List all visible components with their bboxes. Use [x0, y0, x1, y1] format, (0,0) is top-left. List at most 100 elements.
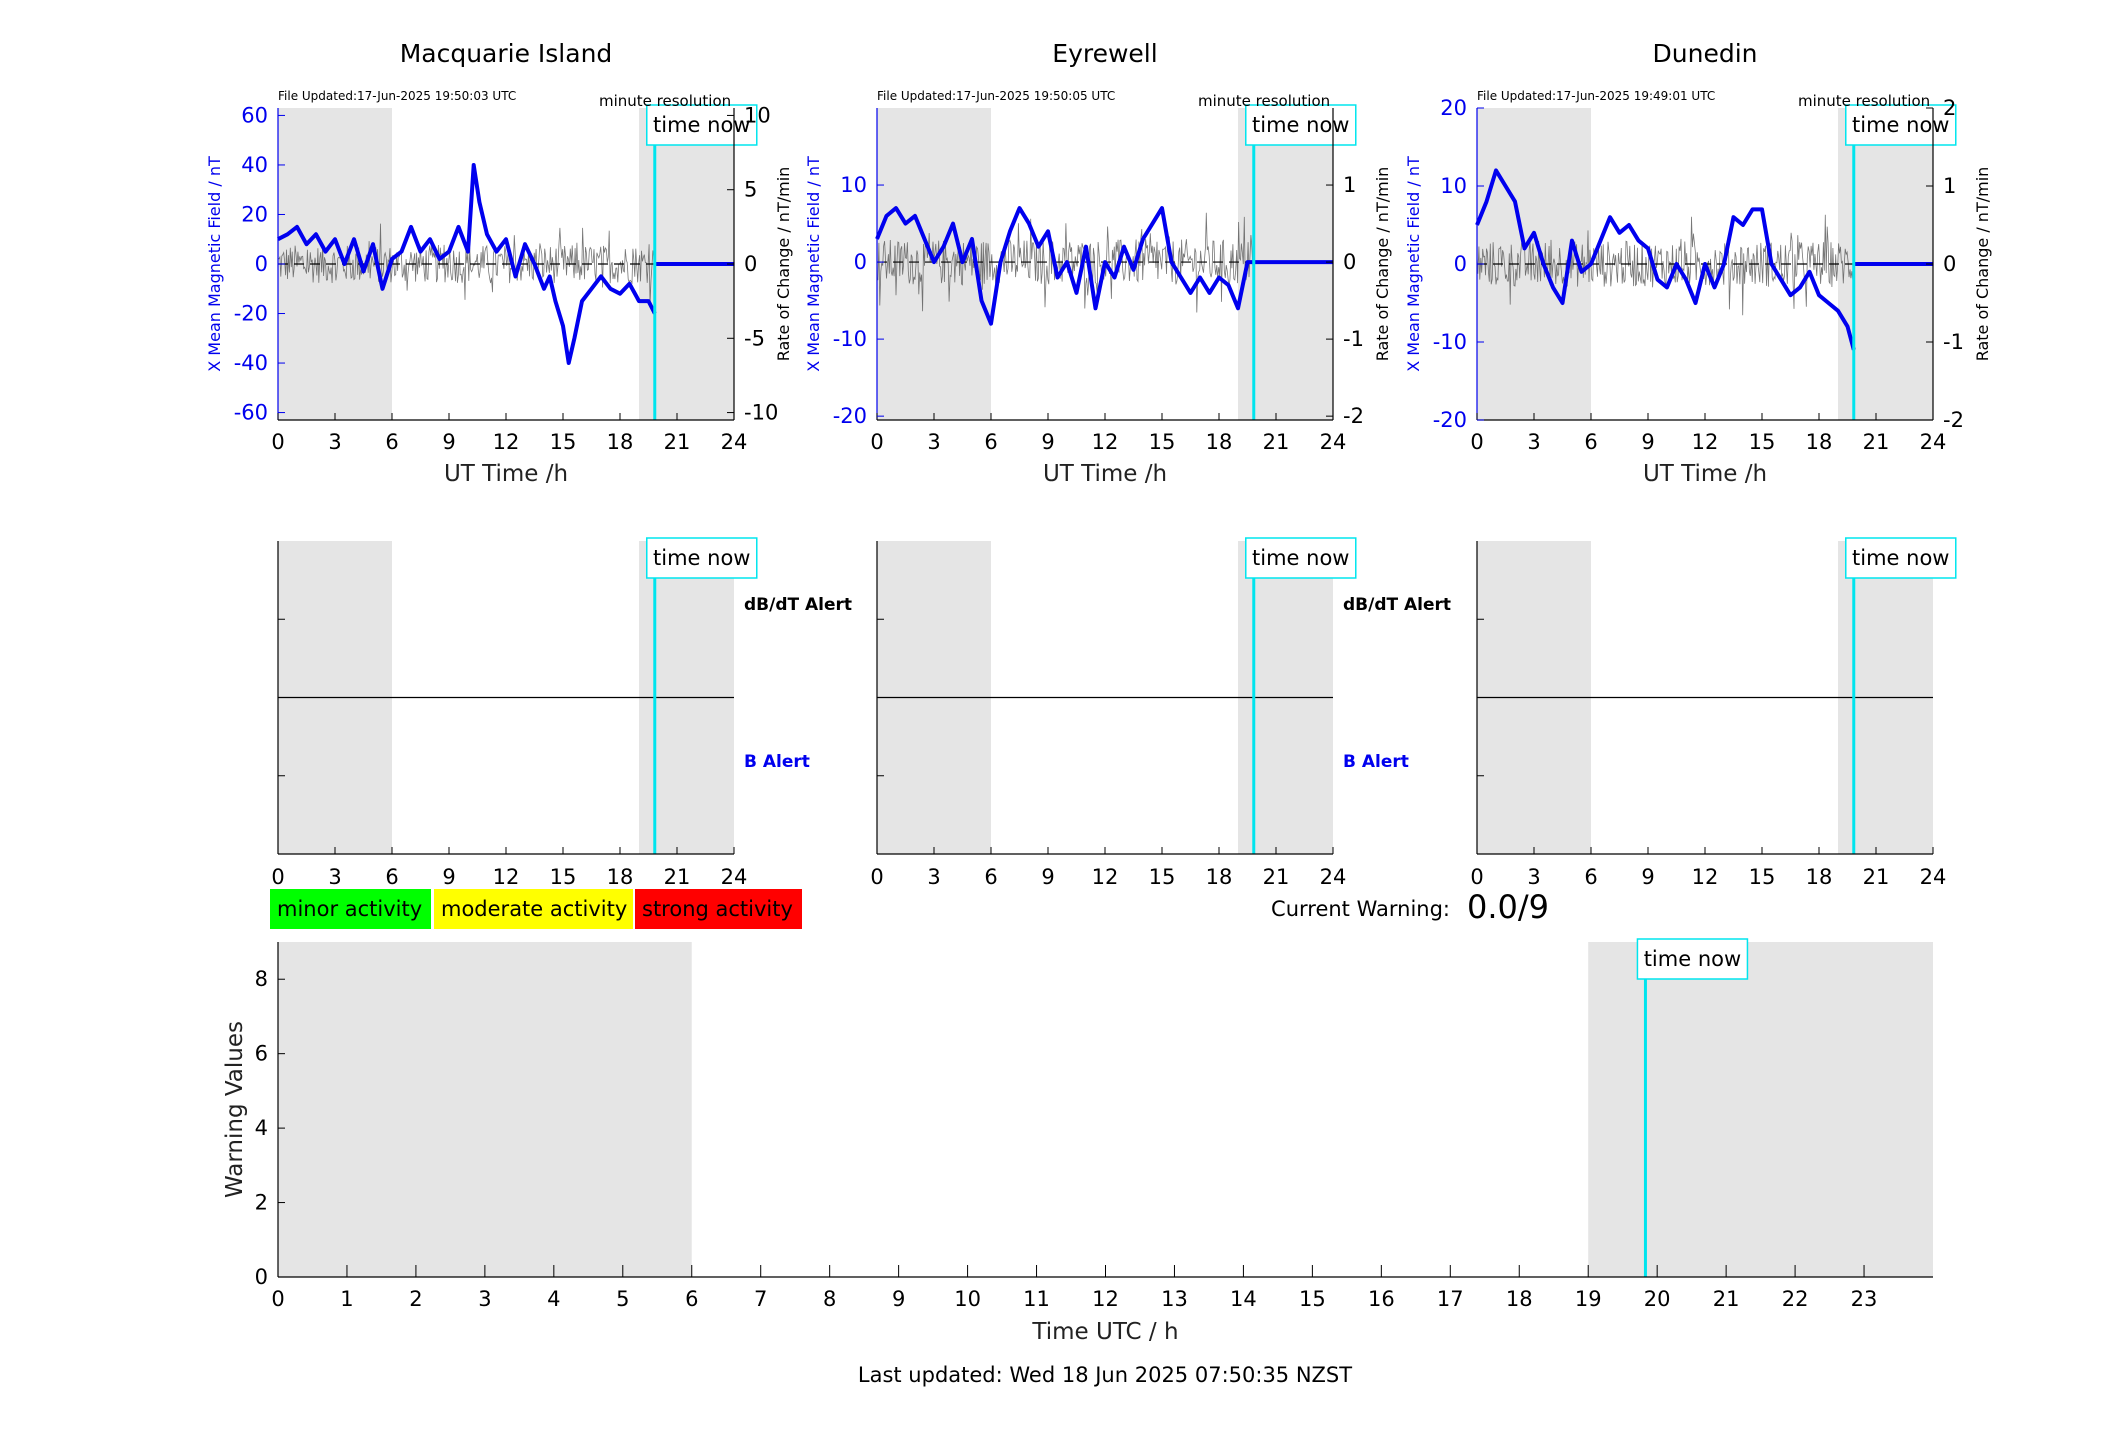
x-tick-label: 3 — [478, 1287, 491, 1311]
x-tick-label: 0 — [271, 865, 284, 889]
x-tick-label: 3 — [328, 430, 341, 454]
x-tick-label: 0 — [1470, 430, 1483, 454]
alert-panel-1: time now 0 3 6 9 12 15 18 21 24 dB/dT Alert B Alert — [870, 537, 1451, 889]
shaded-night-region — [1588, 942, 1933, 1277]
x-tick-label: 15 — [550, 430, 577, 454]
x-tick-label: 3 — [927, 430, 940, 454]
legend-label-0: minor activity — [277, 897, 422, 921]
x-tick-label: 24 — [1920, 430, 1947, 454]
resolution-label: minute resolution — [599, 92, 731, 110]
x-tick-label: 12 — [1692, 430, 1719, 454]
file-updated-text: File Updated:17-Jun-2025 19:50:05 UTC — [877, 89, 1115, 103]
left-y-axis-label: X Mean Magnetic Field / nT — [1404, 156, 1423, 372]
y-tick-label: 6 — [255, 1042, 268, 1066]
station-2-time-now-box — [1845, 104, 1957, 146]
x-tick-label: 12 — [1092, 865, 1119, 889]
x-tick-label: 0 — [271, 430, 284, 454]
x-tick-label: 21 — [1863, 430, 1890, 454]
left-y-tick-label: 40 — [241, 153, 268, 177]
left-y-axis-label: X Mean Magnetic Field / nT — [205, 156, 224, 372]
x-tick-label: 19 — [1575, 1287, 1602, 1311]
x-tick-label: 0 — [870, 430, 883, 454]
x-tick-label: 6 — [984, 430, 997, 454]
x-tick-label: 9 — [1641, 430, 1654, 454]
legend-swatch-1 — [434, 889, 633, 929]
right-y-tick-label: 1 — [1343, 173, 1356, 197]
right-y-tick-label: 5 — [744, 178, 757, 202]
right-y-tick-label: -1 — [1343, 327, 1364, 351]
right-y-tick-label: 0 — [744, 252, 757, 276]
warning-time-now-label: time now — [1644, 947, 1741, 971]
last-updated-text: Last updated: Wed 18 Jun 2025 07:50:35 N… — [858, 1363, 1352, 1387]
left-y-tick-label: 10 — [1440, 174, 1467, 198]
station-2-time-now-label: time now — [1852, 113, 1949, 137]
alert-1-time-now-label: time now — [1252, 546, 1349, 570]
right-y-tick-label: -5 — [744, 326, 765, 350]
x-tick-label: 21 — [664, 865, 691, 889]
x-tick-label: 14 — [1230, 1287, 1257, 1311]
magnetic-field-line — [1475, 168, 1856, 351]
x-tick-label: 6 — [685, 1287, 698, 1311]
station-1-time-now-box — [1245, 104, 1357, 146]
x-tick-label: 9 — [1041, 430, 1054, 454]
left-y-tick-label: 20 — [1440, 96, 1467, 120]
right-y-tick-label: -10 — [744, 401, 778, 425]
x-tick-label: 21 — [1863, 865, 1890, 889]
left-y-tick-label: -40 — [234, 351, 268, 375]
x-tick-label: 18 — [607, 430, 634, 454]
x-tick-label: 24 — [1920, 865, 1947, 889]
rate-of-change-line — [876, 212, 1255, 313]
x-tick-label: 22 — [1782, 1287, 1809, 1311]
magnetic-field-line — [277, 163, 657, 365]
x-tick-label: 7 — [754, 1287, 767, 1311]
x-tick-label: 8 — [823, 1287, 836, 1311]
x-tick-label: 21 — [1713, 1287, 1740, 1311]
x-tick-label: 9 — [1041, 865, 1054, 889]
alert-1-time-now-box — [1245, 537, 1357, 579]
x-tick-label: 15 — [1749, 865, 1776, 889]
left-y-tick-label: -20 — [1433, 408, 1467, 432]
resolution-label: minute resolution — [1798, 92, 1930, 110]
legend-swatch-0 — [270, 889, 431, 929]
x-tick-label: 6 — [984, 865, 997, 889]
x-tick-label: 9 — [1641, 865, 1654, 889]
x-tick-label: 3 — [328, 865, 341, 889]
station-0-time-now-box — [646, 104, 758, 146]
x-tick-label: 21 — [1263, 430, 1290, 454]
x-tick-label: 6 — [385, 430, 398, 454]
left-y-axis-label: X Mean Magnetic Field / nT — [804, 156, 823, 372]
x-tick-label: 12 — [493, 865, 520, 889]
warning-time-now-box — [1636, 938, 1749, 980]
x-tick-label: 23 — [1851, 1287, 1878, 1311]
left-y-tick-label: -60 — [234, 401, 268, 425]
station-title: Dunedin — [1653, 39, 1758, 68]
legend-label-1: moderate activity — [441, 897, 627, 921]
current-warning-value: 0.0/9 — [1467, 888, 1549, 926]
resolution-label: minute resolution — [1198, 92, 1330, 110]
x-tick-label: 15 — [1149, 865, 1176, 889]
x-tick-label: 0 — [1470, 865, 1483, 889]
station-1-time-now-label: time now — [1252, 113, 1349, 137]
x-tick-label: 2 — [409, 1287, 422, 1311]
y-tick-label: 4 — [255, 1116, 268, 1140]
y-tick-label: 8 — [255, 967, 268, 991]
right-y-tick-label: 0 — [1343, 250, 1356, 274]
x-tick-label: 18 — [1806, 865, 1833, 889]
right-y-axis-label: Rate of Change / nT/min — [1973, 167, 1992, 362]
x-tick-label: 20 — [1644, 1287, 1671, 1311]
x-tick-label: 3 — [1527, 865, 1540, 889]
x-tick-label: 24 — [1320, 865, 1347, 889]
alert-2-time-now-box — [1845, 537, 1957, 579]
x-tick-label: 13 — [1161, 1287, 1188, 1311]
left-y-tick-label: -10 — [833, 327, 867, 351]
x-axis-label: Time UTC / h — [1031, 1319, 1178, 1345]
x-tick-label: 9 — [892, 1287, 905, 1311]
x-tick-label: 9 — [442, 430, 455, 454]
x-tick-label: 16 — [1368, 1287, 1395, 1311]
right-y-tick-label: 1 — [1943, 174, 1956, 198]
right-y-tick-label: -1 — [1943, 330, 1964, 354]
x-axis-label: UT Time /h — [1043, 461, 1167, 487]
x-tick-label: 21 — [664, 430, 691, 454]
